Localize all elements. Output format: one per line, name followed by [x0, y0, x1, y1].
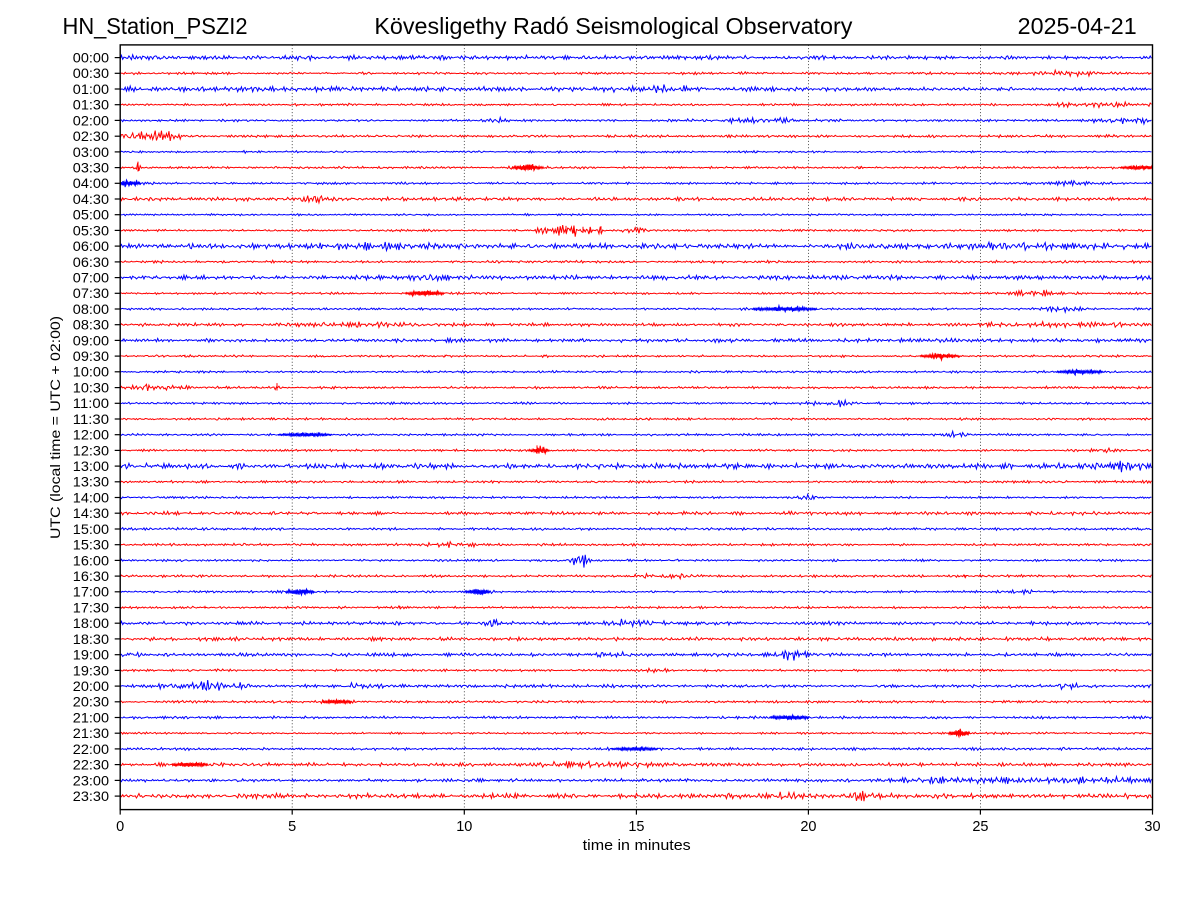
svg-text:15: 15 [628, 819, 644, 835]
svg-text:17:30: 17:30 [73, 599, 109, 615]
svg-text:2025-04-21: 2025-04-21 [1018, 13, 1137, 39]
svg-text:23:30: 23:30 [73, 788, 109, 804]
svg-text:02:00: 02:00 [73, 112, 109, 128]
svg-text:30: 30 [1144, 819, 1160, 835]
svg-text:20:30: 20:30 [73, 694, 109, 710]
svg-text:Kövesligethy Radó Seismologica: Kövesligethy Radó Seismological Observat… [374, 13, 852, 39]
svg-text:14:30: 14:30 [73, 505, 109, 521]
svg-text:20:00: 20:00 [73, 678, 109, 694]
svg-text:0: 0 [116, 819, 124, 835]
svg-text:11:30: 11:30 [73, 411, 109, 427]
svg-text:00:30: 00:30 [73, 65, 109, 81]
svg-text:18:00: 18:00 [73, 615, 109, 631]
svg-text:10:30: 10:30 [73, 380, 109, 396]
svg-text:14:00: 14:00 [73, 489, 109, 505]
svg-text:01:30: 01:30 [73, 97, 109, 113]
svg-text:10: 10 [456, 819, 472, 835]
svg-text:25: 25 [972, 819, 988, 835]
svg-text:05:00: 05:00 [73, 207, 109, 223]
svg-text:05:30: 05:30 [73, 222, 109, 238]
svg-text:15:00: 15:00 [73, 521, 109, 537]
svg-text:22:00: 22:00 [73, 741, 109, 757]
svg-text:11:00: 11:00 [73, 395, 109, 411]
svg-text:02:30: 02:30 [73, 128, 109, 144]
svg-text:time in minutes: time in minutes [583, 838, 691, 854]
svg-text:20: 20 [800, 819, 816, 835]
svg-text:03:30: 03:30 [73, 160, 109, 176]
svg-text:09:30: 09:30 [73, 348, 109, 364]
svg-text:HN_Station_PSZI2: HN_Station_PSZI2 [63, 13, 248, 39]
svg-text:17:00: 17:00 [73, 584, 109, 600]
svg-text:00:00: 00:00 [73, 50, 109, 66]
svg-text:18:30: 18:30 [73, 631, 109, 647]
svg-text:10:00: 10:00 [73, 364, 109, 380]
svg-text:09:00: 09:00 [73, 332, 109, 348]
svg-text:16:00: 16:00 [73, 552, 109, 568]
svg-text:13:00: 13:00 [73, 458, 109, 474]
svg-text:03:00: 03:00 [73, 144, 109, 160]
svg-text:21:30: 21:30 [73, 725, 109, 741]
svg-text:08:30: 08:30 [73, 317, 109, 333]
svg-text:15:30: 15:30 [73, 537, 109, 553]
svg-text:19:00: 19:00 [73, 647, 109, 663]
svg-text:08:00: 08:00 [73, 301, 109, 317]
svg-text:04:30: 04:30 [73, 191, 109, 207]
svg-text:12:00: 12:00 [73, 427, 109, 443]
svg-text:23:00: 23:00 [73, 772, 109, 788]
svg-text:13:30: 13:30 [73, 474, 109, 490]
svg-text:01:00: 01:00 [73, 81, 109, 97]
svg-text:07:30: 07:30 [73, 285, 109, 301]
svg-text:5: 5 [288, 819, 296, 835]
svg-text:19:30: 19:30 [73, 662, 109, 678]
svg-text:07:00: 07:00 [73, 270, 109, 286]
svg-text:06:00: 06:00 [73, 238, 109, 254]
svg-text:UTC (local time = UTC + 02:00): UTC (local time = UTC + 02:00) [47, 316, 63, 539]
svg-text:04:00: 04:00 [73, 175, 109, 191]
svg-text:21:00: 21:00 [73, 709, 109, 725]
svg-text:16:30: 16:30 [73, 568, 109, 584]
svg-text:12:30: 12:30 [73, 442, 109, 458]
svg-text:06:30: 06:30 [73, 254, 109, 270]
svg-text:22:30: 22:30 [73, 757, 109, 773]
